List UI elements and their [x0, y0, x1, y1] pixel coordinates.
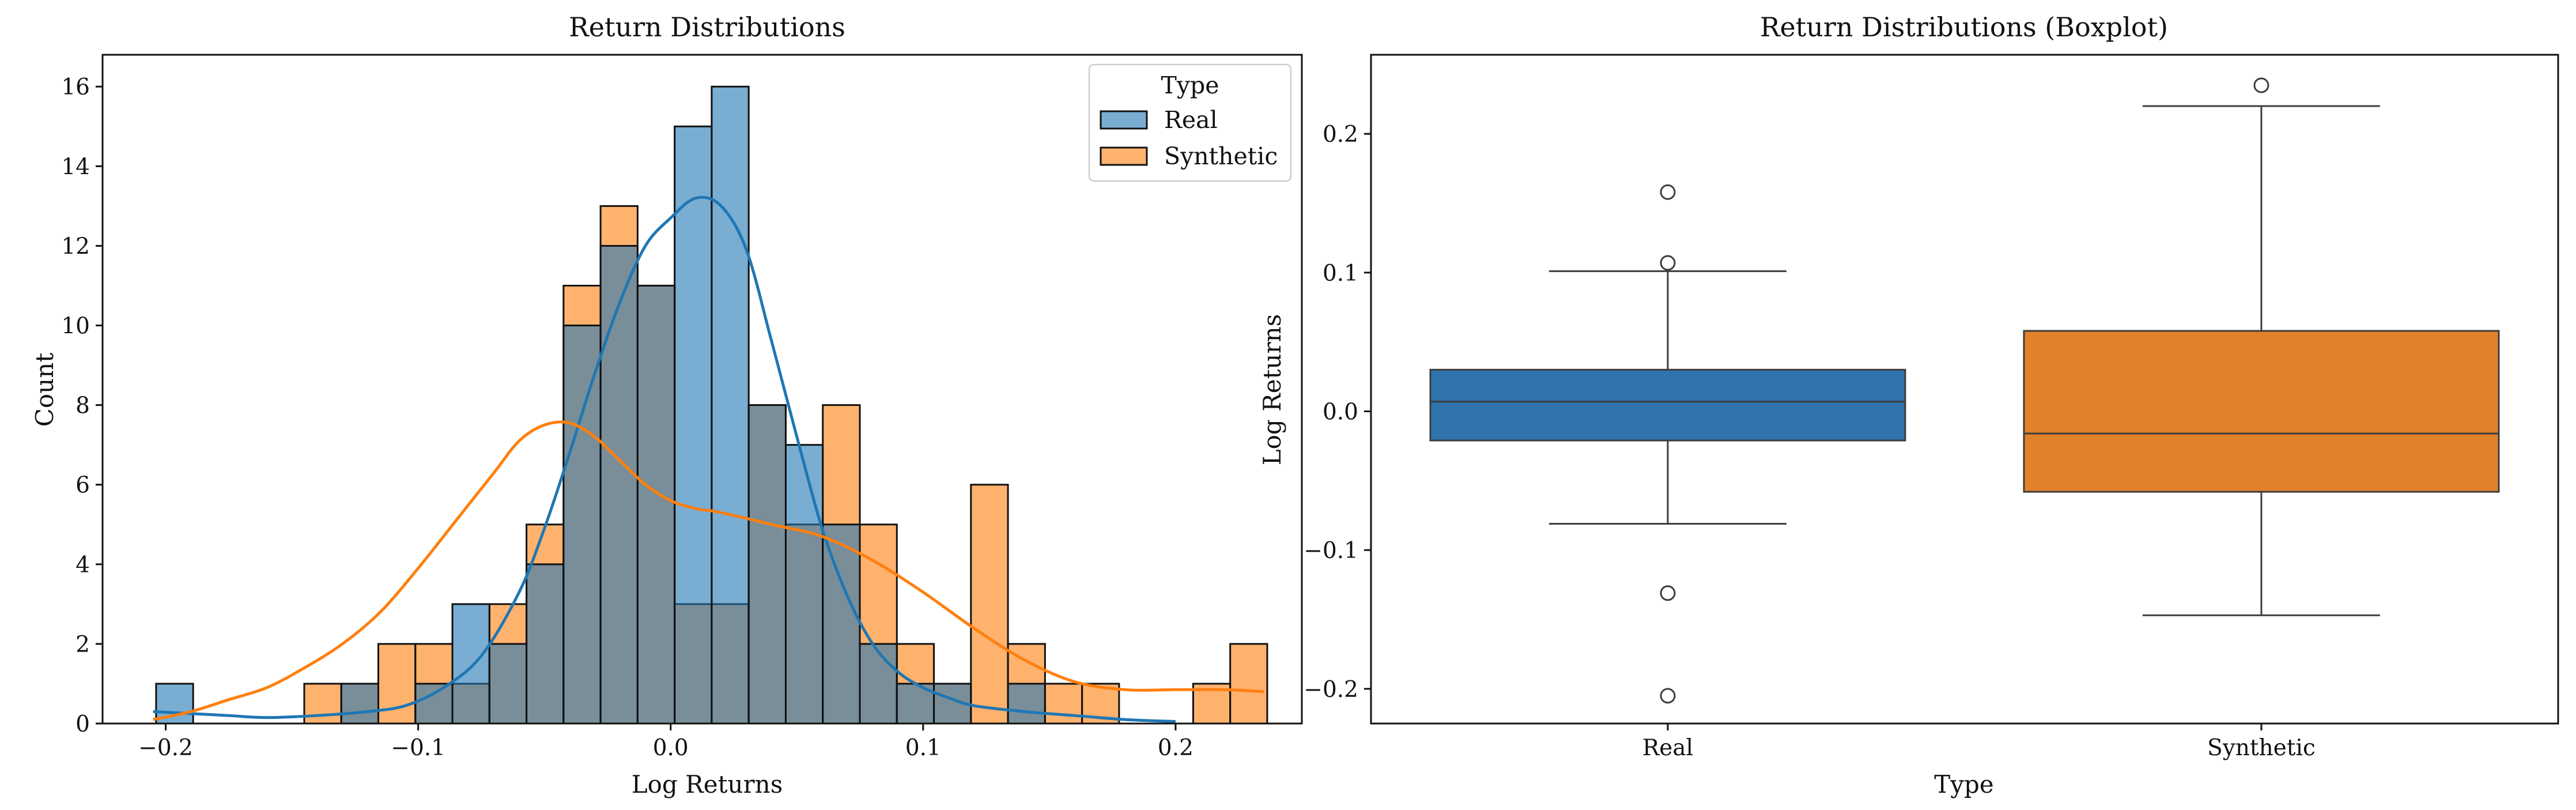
bar-real-19 [859, 643, 898, 725]
y-tick-label: 14 [61, 154, 90, 180]
kde-line-synthetic [153, 420, 1264, 721]
y-tick-label: 4 [75, 552, 90, 578]
outlier-real-3 [1660, 688, 1676, 704]
bar-real-5 [340, 683, 379, 725]
histogram-panel: Return Distributions Log Returns Count −… [31, 12, 1303, 798]
boxplot-y-label: Log Returns [1258, 314, 1286, 466]
real-bars [155, 85, 1046, 725]
bar-real-16 [747, 404, 787, 725]
outlier-real-0 [1660, 184, 1676, 200]
boxplot-plot-frame [1370, 54, 2559, 725]
bar-synthetic-6 [377, 643, 417, 725]
x-tick-label: 0.2 [1158, 735, 1193, 761]
kde-curves [153, 195, 1264, 724]
histogram-plot-frame [101, 54, 1303, 725]
boxplot-title: Return Distributions (Boxplot) [1760, 12, 2168, 43]
histogram-x-label: Log Returns [632, 770, 783, 798]
bar-real-12 [599, 244, 639, 725]
y-tick-label: −0.1 [1304, 538, 1358, 564]
legend-label-synthetic: Synthetic [1164, 142, 1278, 170]
bar-real-11 [562, 325, 602, 725]
x-tick-label: −0.1 [391, 735, 445, 761]
legend-swatch-real [1100, 110, 1148, 130]
bar-synthetic-4 [303, 683, 342, 725]
y-tick-label: 8 [75, 393, 90, 419]
y-tick-label: 2 [75, 632, 90, 658]
bar-real-9 [488, 643, 528, 725]
bar-real-15 [711, 85, 750, 725]
boxplot-panel: Return Distributions (Boxplot) Type Log … [1258, 12, 2559, 798]
y-tick-label: 10 [61, 314, 90, 340]
legend-swatch-synthetic [1100, 146, 1148, 166]
legend-label-real: Real [1164, 106, 1218, 134]
box-synthetic [2023, 330, 2500, 493]
histogram-y-ticks: 0 2 4 6 8 10 12 14 16 [61, 74, 103, 737]
bar-synthetic-24 [1044, 683, 1083, 725]
boxplot-y-ticks: −0.2 −0.1 0.0 0.1 0.2 [1304, 122, 1371, 703]
bar-real-23 [1007, 683, 1046, 725]
box-marks [1429, 77, 2500, 704]
bar-real-8 [451, 603, 490, 725]
boxplot-x-ticks: Real Synthetic [1642, 724, 2316, 761]
histogram-y-label: Count [31, 353, 59, 427]
outlier-synthetic-0 [2253, 77, 2269, 93]
y-tick-label: 6 [75, 473, 90, 499]
x-tick-label: 0.1 [905, 735, 941, 761]
y-tick-label: 0.2 [1323, 122, 1358, 148]
bar-real-7 [414, 683, 454, 725]
histogram-x-ticks: −0.2 −0.1 0.0 0.1 0.2 [138, 724, 1193, 761]
y-tick-label: 0.1 [1323, 261, 1358, 287]
y-tick-label: 12 [61, 233, 90, 259]
legend: Type Real Synthetic [1088, 63, 1292, 182]
y-tick-label: −0.2 [1304, 677, 1358, 703]
bar-real-18 [822, 523, 861, 725]
x-tick-label-synthetic: Synthetic [2207, 735, 2316, 761]
x-tick-label-real: Real [1642, 735, 1693, 761]
y-tick-label: 0 [75, 711, 90, 737]
boxplot-x-label: Type [1934, 770, 1993, 798]
x-tick-label: −0.2 [138, 735, 193, 761]
outlier-real-2 [1660, 585, 1676, 601]
bar-real-13 [636, 284, 676, 725]
histogram-title: Return Distributions [569, 12, 845, 43]
box-real [1429, 368, 1906, 442]
outlier-real-1 [1660, 255, 1676, 271]
y-tick-label: 0.0 [1323, 400, 1358, 425]
bar-synthetic-29 [1229, 643, 1268, 725]
bar-real-10 [526, 563, 565, 725]
bar-synthetic-22 [970, 484, 1009, 725]
legend-title: Type [1161, 71, 1219, 99]
y-tick-label: 16 [61, 74, 90, 100]
x-tick-label: 0.0 [653, 735, 689, 761]
bar-real-14 [674, 125, 713, 725]
kde-line-real [153, 195, 1176, 724]
bar-real-17 [784, 444, 824, 725]
